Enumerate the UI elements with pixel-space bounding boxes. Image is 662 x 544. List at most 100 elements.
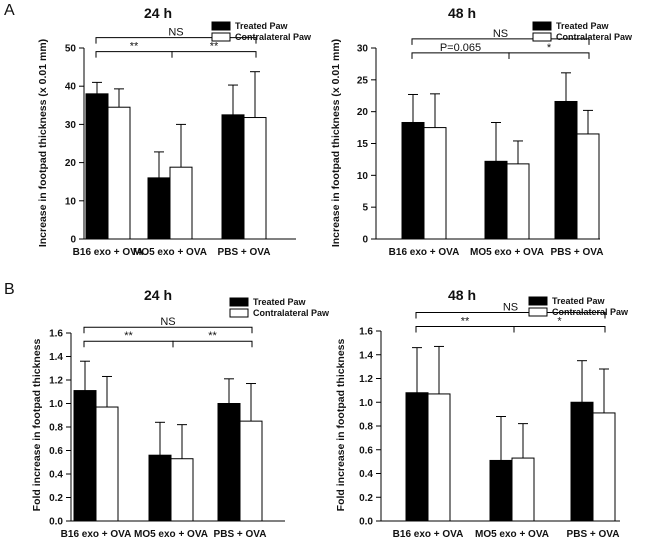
chart-a-48h: 48 h Increase in footpad thickness (x 0.…	[330, 5, 633, 258]
significance-label: *	[547, 42, 552, 54]
bar	[73, 390, 97, 522]
y-tick-label: 0.4	[359, 469, 373, 480]
chart-b-48h: 48 h Fold increase in footpad thickness …	[335, 287, 629, 540]
chart-a-24h: 24 h Increase in footpad thickness (x 0.…	[37, 5, 312, 258]
bar	[554, 100, 578, 240]
y-tick-label: 1.0	[359, 398, 373, 409]
bar	[169, 166, 193, 240]
legend-swatch	[211, 21, 231, 31]
chart-title: 24 h	[144, 5, 172, 21]
significance-label: **	[210, 41, 219, 53]
y-tick-label: 40	[65, 82, 77, 93]
legend-label: Treated Paw	[253, 297, 307, 307]
y-tick-label: 20	[357, 107, 369, 118]
x-category-label: MO5 exo + OVA	[470, 247, 544, 258]
x-category-label: PBS + OVA	[218, 247, 271, 258]
y-axis-label: Increase in footpad thickness (x 0.01 mm…	[37, 39, 49, 247]
bar	[85, 93, 109, 240]
legend-swatch	[229, 297, 249, 307]
significance-bracket	[508, 52, 590, 59]
bar	[511, 457, 535, 522]
significance-bracket	[411, 38, 590, 45]
bar	[506, 163, 530, 240]
significance-label: NS	[160, 316, 175, 328]
significance-bracket	[171, 51, 257, 58]
significance-bracket	[95, 37, 257, 44]
y-tick-label: 1.2	[359, 374, 373, 385]
legend-label: Contralateral Paw	[253, 308, 330, 318]
x-category-label: B16 exo + OVA	[61, 529, 132, 539]
y-tick-label: 0	[362, 235, 368, 246]
chart-b-24h: 24 h Fold increase in footpad thickness …	[31, 287, 330, 540]
x-category-label: B16 exo + OVA	[393, 529, 464, 539]
bar	[405, 392, 429, 522]
y-tick-label: 1.0	[49, 399, 63, 410]
legend-label: Treated Paw	[235, 21, 289, 31]
y-tick-label: 1.2	[49, 376, 63, 387]
bar	[147, 177, 171, 240]
y-tick-label: 1.4	[359, 350, 373, 361]
legend-swatch	[229, 308, 249, 318]
bar	[148, 454, 172, 522]
panel-letter-b: B	[4, 281, 15, 298]
bar	[239, 420, 263, 522]
significance-label: NS	[168, 27, 183, 39]
significance-label: **	[461, 315, 470, 327]
bar	[570, 401, 594, 522]
y-tick-label: 0.4	[49, 470, 63, 481]
bar	[489, 459, 513, 522]
y-tick-label: 0.6	[49, 446, 63, 457]
significance-label: NS	[493, 28, 508, 40]
significance-bracket	[172, 340, 253, 348]
y-tick-label: 0.0	[359, 517, 373, 528]
y-tick-label: 15	[357, 139, 369, 150]
x-category-label: PBS + OVA	[214, 529, 267, 539]
legend-swatch	[528, 307, 548, 317]
y-axis-label: Fold increase in footpad thickness	[335, 338, 347, 511]
bar	[95, 406, 119, 522]
legend-label: Contralateral Paw	[552, 307, 629, 317]
legend-label: Contralateral Paw	[556, 32, 633, 42]
significance-label: **	[130, 41, 139, 53]
legend-label: Treated Paw	[552, 296, 606, 306]
y-tick-label: 0.8	[359, 422, 373, 433]
x-category-label: MO5 exo + OVA	[133, 247, 207, 258]
significance-label: NS	[503, 301, 518, 313]
legend-label: Treated Paw	[556, 21, 610, 31]
legend-swatch	[532, 21, 552, 31]
y-tick-label: 20	[65, 158, 77, 169]
chart-title: 48 h	[448, 287, 476, 303]
y-tick-label: 0	[70, 235, 76, 246]
x-category-label: B16 exo + OVA	[73, 247, 144, 258]
chart-title: 24 h	[144, 287, 172, 303]
bar	[576, 133, 600, 240]
significance-label: *	[557, 315, 562, 327]
bar	[221, 114, 245, 240]
x-category-label: PBS + OVA	[567, 529, 620, 539]
legend-swatch	[528, 296, 548, 306]
x-category-label: MO5 exo + OVA	[134, 529, 208, 539]
significance-label: P=0.065	[440, 42, 481, 54]
legend-swatch	[532, 32, 552, 42]
significance-bracket	[415, 311, 606, 319]
y-tick-label: 30	[65, 120, 77, 131]
y-tick-label: 0.8	[49, 423, 63, 434]
y-axis-label: Increase in footpad thickness (x 0.01 mm…	[330, 39, 342, 247]
bar	[423, 127, 447, 240]
y-tick-label: 5	[362, 203, 368, 214]
y-tick-label: 1.6	[49, 329, 63, 340]
y-tick-label: 0.6	[359, 445, 373, 456]
x-category-label: B16 exo + OVA	[389, 247, 460, 258]
y-tick-label: 0.2	[359, 493, 373, 504]
bar	[484, 160, 508, 240]
bar	[427, 393, 451, 522]
y-tick-label: 25	[357, 75, 369, 86]
y-tick-label: 10	[357, 171, 369, 182]
y-tick-label: 0.2	[49, 493, 63, 504]
significance-bracket	[513, 325, 606, 333]
bar	[217, 403, 241, 522]
bar	[592, 412, 616, 522]
x-category-label: MO5 exo + OVA	[475, 529, 549, 539]
y-tick-label: 10	[65, 196, 77, 207]
